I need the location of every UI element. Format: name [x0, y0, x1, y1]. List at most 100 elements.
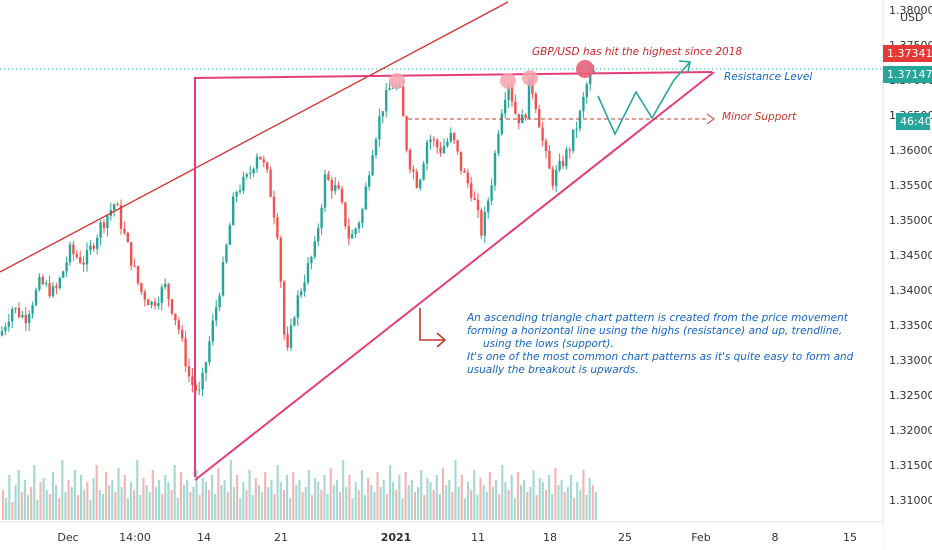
volume-bar: [460, 475, 463, 520]
candle-body: [354, 228, 357, 235]
price-tick-label: 1.33500: [889, 319, 932, 332]
volume-bar: [95, 465, 98, 520]
candle-body: [140, 283, 143, 292]
candle-body: [534, 93, 537, 110]
volume-bar: [111, 480, 114, 520]
volume-bar: [463, 498, 466, 520]
candle-body: [177, 320, 180, 330]
volume-bar: [182, 485, 186, 520]
candle-body: [306, 263, 310, 283]
explanation-line: An ascending triangle chart pattern is c…: [466, 312, 849, 324]
volume-bar: [58, 498, 61, 520]
volume-bar: [232, 487, 236, 520]
candle-body: [187, 366, 191, 377]
volume-bar: [64, 492, 67, 520]
candle-body: [283, 281, 286, 335]
candle-body: [483, 212, 486, 236]
volume-bar: [139, 495, 142, 520]
volume-bar: [560, 480, 563, 520]
volume-bar: [392, 482, 395, 520]
volume-bar: [432, 490, 435, 520]
candle-body: [204, 362, 208, 373]
candle-body: [446, 141, 449, 146]
volume-bar: [48, 494, 51, 520]
candle-body: [38, 276, 41, 290]
volume-bar: [360, 470, 363, 520]
candle-body: [565, 149, 568, 167]
price-axis[interactable]: [883, 0, 932, 550]
volume-bar: [470, 490, 473, 520]
volume-bar: [339, 492, 342, 520]
explanation-line: using the lows (support).: [483, 338, 614, 350]
candle-body: [170, 299, 174, 314]
candle-body: [453, 133, 456, 141]
price-tick-label: 1.34000: [889, 284, 932, 297]
candle-body: [201, 372, 204, 390]
candle-body: [85, 250, 89, 265]
candle-body: [497, 133, 500, 153]
volume-bar: [591, 485, 594, 520]
candle-body: [34, 289, 38, 306]
candle-body: [541, 127, 544, 141]
volume-bar: [214, 494, 217, 520]
projected-path-arrowhead: [678, 60, 691, 73]
volume-bar: [207, 490, 211, 520]
candle-body: [45, 283, 48, 285]
candle-body: [408, 149, 412, 170]
volume-bar: [192, 487, 195, 520]
volume-bar: [179, 472, 182, 520]
volume-bar: [569, 475, 573, 520]
volume-bar: [5, 498, 8, 520]
candle-body: [96, 237, 99, 249]
volume-bar: [448, 480, 451, 520]
candle-body: [252, 168, 255, 174]
volume-bar: [114, 492, 117, 520]
volume-bar: [36, 500, 39, 520]
candle-body: [585, 84, 588, 97]
candle-body: [31, 305, 34, 315]
candle-body: [439, 147, 442, 154]
ascending-triangle: [194, 71, 713, 477]
volume-bar: [420, 470, 423, 520]
volume-bar: [594, 492, 597, 520]
plot-area[interactable]: [0, 0, 883, 522]
volume-bar: [407, 485, 410, 520]
candle-body: [238, 190, 242, 192]
candle-body: [65, 262, 68, 272]
candle-body: [225, 244, 228, 262]
candle-body: [527, 79, 531, 119]
volume-bar: [11, 502, 14, 520]
volume-bar: [51, 472, 55, 520]
volume-bar: [398, 475, 401, 520]
volume-bar: [126, 498, 129, 520]
volume-bar: [158, 480, 161, 520]
candle-body: [412, 169, 415, 172]
volume-bar: [257, 485, 260, 520]
candle-body: [7, 321, 10, 327]
candle-body: [72, 244, 75, 254]
volume-bar: [351, 498, 354, 520]
candle-body: [507, 86, 510, 100]
volume-bar: [579, 490, 582, 520]
volume-bar: [426, 478, 429, 520]
candle-body: [116, 204, 119, 206]
volume-bar: [242, 482, 245, 520]
candle-body: [130, 242, 133, 266]
volume-bar: [576, 482, 579, 520]
volume-bar: [388, 465, 392, 520]
candle-body: [300, 291, 303, 296]
volume-bar: [404, 472, 407, 520]
volume-bar: [120, 487, 123, 520]
candle-body: [198, 389, 201, 391]
candle-body: [334, 185, 337, 191]
volume-bar: [395, 490, 398, 520]
candle-body: [473, 197, 476, 200]
explanation-line: usually the breakout is upwards.: [467, 364, 639, 376]
headline-annotation: GBP/USD has hit the highest since 2018: [532, 46, 742, 58]
explanation-line: forming a horizontal line using the high…: [467, 325, 842, 337]
minor-support-label: Minor Support: [722, 111, 797, 123]
candle-body: [147, 299, 150, 306]
candle-body: [126, 232, 129, 243]
time-axis[interactable]: [0, 522, 883, 550]
